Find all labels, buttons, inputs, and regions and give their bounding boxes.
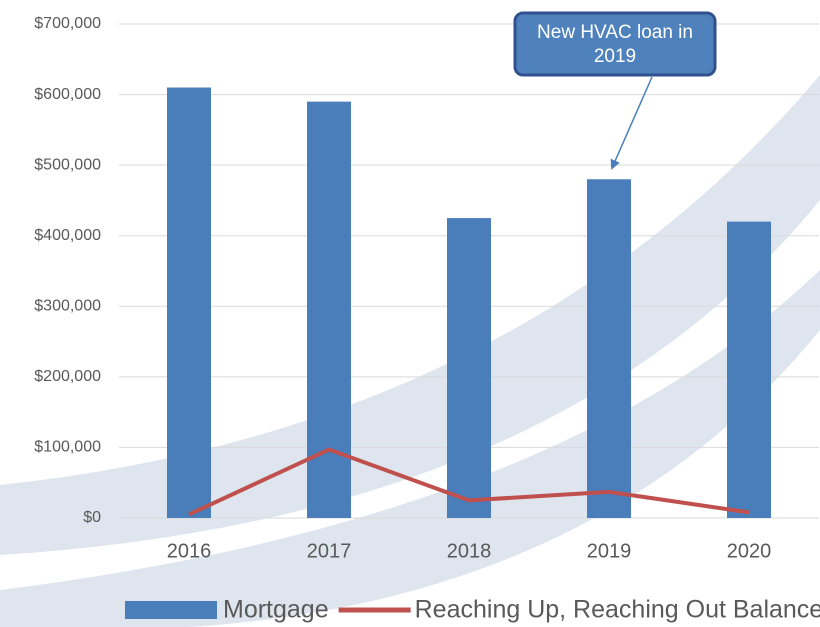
bar (727, 221, 771, 518)
grid: $0 $100,000 $200,000 $300,000 $400,000 $500,0… (34, 15, 819, 562)
legend: Mortgage Reaching Up, Reaching Out Balanc… (125, 596, 820, 624)
annotation-box (513, 11, 717, 77)
y-tick-label: $700,000 (34, 15, 101, 32)
x-tick-label: 2016 (167, 540, 212, 562)
x-tick-label: 2017 (307, 540, 352, 562)
bar (167, 87, 211, 518)
y-tick-label: $0 (83, 509, 101, 526)
y-tick-label: $200,000 (34, 368, 101, 385)
y-tick-label: $300,000 (34, 298, 101, 315)
background-swoosh (0, 270, 820, 627)
background-swoosh (0, 75, 820, 555)
y-tick-label: $600,000 (34, 86, 101, 103)
legend-swatch (125, 601, 217, 619)
bar (587, 179, 631, 518)
legend-label: Mortgage (223, 596, 329, 624)
x-tick-label: 2020 (727, 540, 772, 562)
y-tick-label: $100,000 (34, 439, 101, 456)
annotation-text: New HVAC loan in 2019 (537, 22, 693, 67)
legend-label: Reaching Up, Reaching Out Balance (415, 596, 820, 624)
x-tick-label: 2018 (447, 540, 492, 562)
x-tick-label: 2019 (587, 540, 632, 562)
bar (447, 218, 491, 519)
marks (167, 87, 771, 519)
line (188, 447, 750, 517)
y-tick-label: $500,000 (34, 156, 101, 173)
y-tick-label: $400,000 (34, 227, 101, 244)
annotation-arrow (610, 76, 653, 170)
